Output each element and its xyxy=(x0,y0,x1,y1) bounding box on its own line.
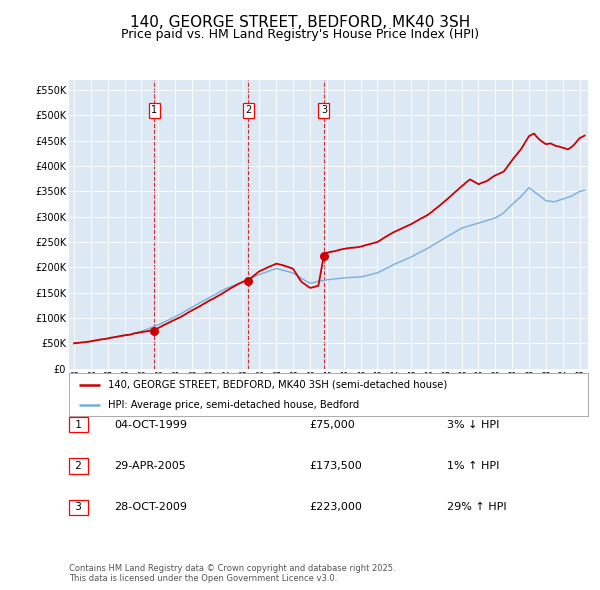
Point xyxy=(149,326,159,336)
Text: 29% ↑ HPI: 29% ↑ HPI xyxy=(447,503,506,512)
Text: 140, GEORGE STREET, BEDFORD, MK40 3SH (semi-detached house): 140, GEORGE STREET, BEDFORD, MK40 3SH (s… xyxy=(108,380,447,390)
Text: 2: 2 xyxy=(245,105,251,115)
Text: 3: 3 xyxy=(72,503,85,512)
Text: 1: 1 xyxy=(151,105,157,115)
Text: Price paid vs. HM Land Registry's House Price Index (HPI): Price paid vs. HM Land Registry's House … xyxy=(121,28,479,41)
Text: £173,500: £173,500 xyxy=(309,461,362,471)
Text: 3: 3 xyxy=(321,105,327,115)
Text: 28-OCT-2009: 28-OCT-2009 xyxy=(114,503,187,512)
Text: 04-OCT-1999: 04-OCT-1999 xyxy=(114,420,187,430)
Text: 140, GEORGE STREET, BEDFORD, MK40 3SH: 140, GEORGE STREET, BEDFORD, MK40 3SH xyxy=(130,15,470,30)
Text: 1: 1 xyxy=(72,420,85,430)
Text: £223,000: £223,000 xyxy=(309,503,362,512)
Text: 29-APR-2005: 29-APR-2005 xyxy=(114,461,186,471)
Text: £75,000: £75,000 xyxy=(309,420,355,430)
Text: 2: 2 xyxy=(72,461,85,471)
Text: 1% ↑ HPI: 1% ↑ HPI xyxy=(447,461,499,471)
Text: 3% ↓ HPI: 3% ↓ HPI xyxy=(447,420,499,430)
Point xyxy=(244,276,253,286)
Text: HPI: Average price, semi-detached house, Bedford: HPI: Average price, semi-detached house,… xyxy=(108,401,359,410)
Text: Contains HM Land Registry data © Crown copyright and database right 2025.
This d: Contains HM Land Registry data © Crown c… xyxy=(69,563,395,583)
Point xyxy=(319,251,329,260)
